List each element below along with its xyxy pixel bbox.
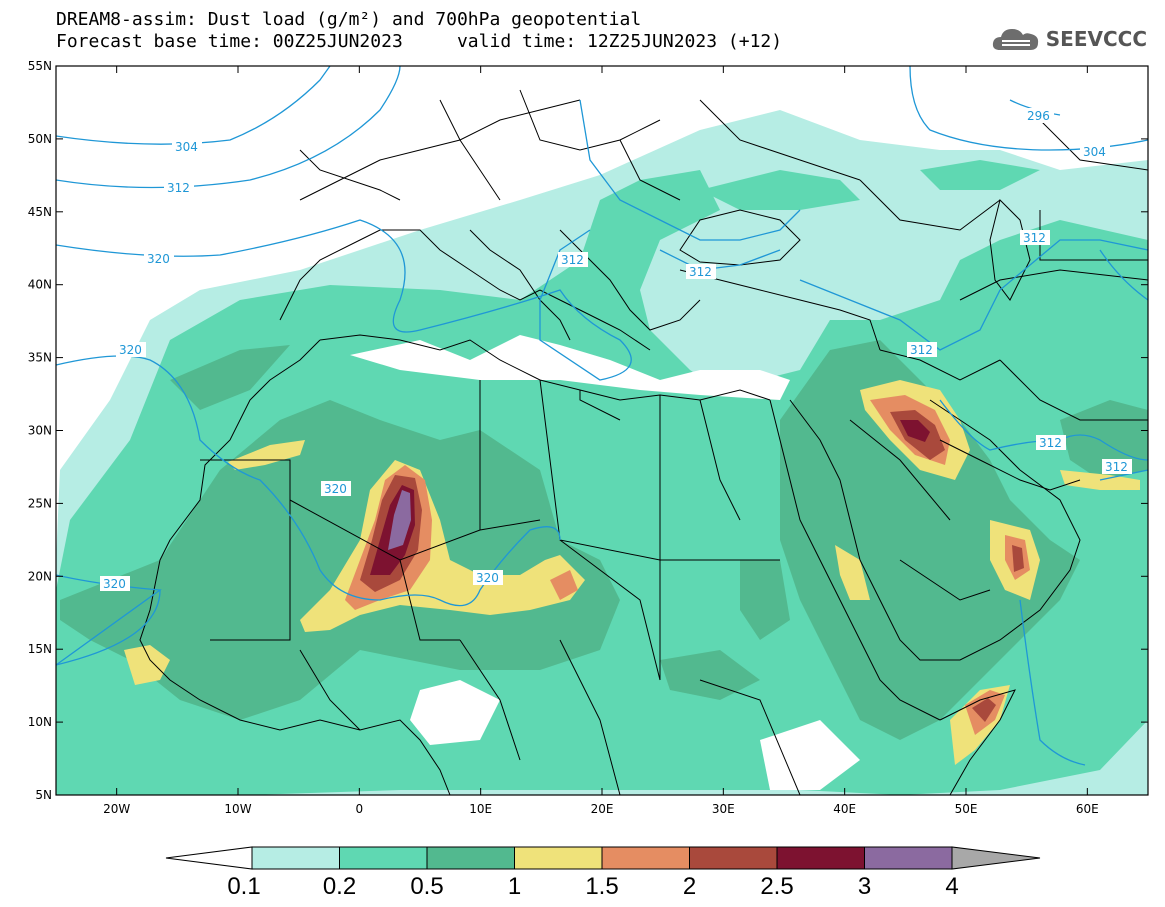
colorbar-label: 1 — [508, 873, 521, 900]
lon-tick-label: 50E — [955, 802, 978, 816]
cloud-icon — [992, 29, 1038, 50]
map-title-line1: DREAM8-assim: Dust load (g/m²) and 700hP… — [56, 9, 642, 30]
contour-label: 312 — [1036, 435, 1066, 450]
lon-tick-label: 30E — [712, 802, 735, 816]
lat-tick-label: 25N — [28, 496, 52, 510]
contour-label: 312 — [558, 252, 588, 267]
contour-label: 312 — [1102, 459, 1132, 474]
lat-tick-label: 30N — [28, 424, 52, 438]
longitude-axis: 20W 10W 0 10E 20E 30E 40E 50E 60E — [103, 66, 1099, 816]
seevccc-logo: SEEVCCC — [990, 24, 1147, 54]
svg-text:304: 304 — [175, 140, 198, 154]
colorbar-swatch — [339, 846, 428, 870]
svg-text:320: 320 — [476, 571, 499, 585]
colorbar-label: 0.2 — [323, 873, 356, 900]
contour-label: 320 — [116, 342, 146, 357]
contour-label: 320 — [100, 576, 130, 591]
colorbar-label: 2 — [683, 873, 696, 900]
lat-tick-label: 55N — [28, 59, 52, 73]
contour-label: 312 — [164, 180, 194, 195]
svg-text:320: 320 — [119, 343, 142, 357]
map-content: 304 312 320 320 320 320 320 312 312 296 … — [56, 66, 1148, 795]
lat-tick-label: 50N — [28, 132, 52, 146]
colorbar-swatch — [864, 846, 953, 870]
contour-label: 320 — [321, 481, 351, 496]
logo-text: SEEVCCC — [1045, 27, 1147, 51]
lon-tick-label: 0 — [356, 802, 364, 816]
svg-text:320: 320 — [103, 577, 126, 591]
svg-text:312: 312 — [1105, 460, 1128, 474]
svg-text:312: 312 — [1039, 436, 1062, 450]
svg-text:312: 312 — [910, 343, 933, 357]
lat-tick-label: 45N — [28, 205, 52, 219]
contour-labels: 304 312 320 320 320 320 320 312 312 296 … — [100, 108, 1132, 591]
lon-tick-label: 60E — [1076, 802, 1099, 816]
colorbar-swatch — [689, 846, 778, 870]
contour-label: 320 — [473, 570, 503, 585]
lon-tick-label: 20E — [591, 802, 614, 816]
map-title-line2: Forecast base time: 00Z25JUN2023 valid t… — [56, 31, 783, 52]
lon-tick-label: 10W — [224, 802, 251, 816]
colorbar-swatch — [251, 846, 340, 870]
colorbar-label: 2.5 — [760, 873, 793, 900]
svg-text:304: 304 — [1083, 145, 1106, 159]
contour-label: 296 — [1024, 108, 1054, 123]
lon-tick-label: 40E — [833, 802, 856, 816]
country-borders — [139, 89, 1148, 795]
colorbar-swatch — [776, 846, 865, 870]
colorbar-over-arrow — [951, 846, 1041, 870]
colorbar: 0.1 0.2 0.5 1 1.5 2 2.5 3 4 — [165, 846, 1041, 900]
contour-label: 304 — [172, 139, 202, 154]
colorbar-label: 1.5 — [585, 873, 618, 900]
lat-tick-label: 5N — [35, 788, 52, 802]
colorbar-label: 4 — [945, 873, 958, 900]
colorbar-swatch — [601, 846, 690, 870]
svg-text:312: 312 — [167, 181, 190, 195]
lat-tick-label: 20N — [28, 569, 52, 583]
lat-tick-label: 35N — [28, 351, 52, 365]
svg-text:320: 320 — [324, 482, 347, 496]
colorbar-label: 3 — [858, 873, 871, 900]
dust-field-3 — [388, 490, 411, 550]
contour-label: 312 — [907, 342, 937, 357]
svg-text:296: 296 — [1027, 109, 1050, 123]
lon-tick-label: 10E — [469, 802, 492, 816]
colorbar-swatch — [514, 846, 603, 870]
contour-label: 304 — [1080, 144, 1110, 159]
colorbar-label: 0.5 — [410, 873, 443, 900]
lat-tick-label: 15N — [28, 642, 52, 656]
lat-tick-label: 10N — [28, 715, 52, 729]
svg-text:320: 320 — [147, 252, 170, 266]
lon-tick-label: 20W — [103, 802, 130, 816]
dust-field-gaps — [350, 335, 860, 790]
latitude-axis: 55N 50N 45N 40N 35N 30N 25N 20N 15N 10N 5N — [28, 59, 1148, 802]
svg-text:312: 312 — [1023, 231, 1046, 245]
contour-label: 312 — [686, 264, 716, 279]
svg-text:312: 312 — [561, 253, 584, 267]
colorbar-under-arrow — [165, 846, 253, 870]
colorbar-label: 0.1 — [227, 873, 260, 900]
contour-label: 312 — [1020, 230, 1050, 245]
lat-tick-label: 40N — [28, 278, 52, 292]
colorbar-swatch — [426, 846, 515, 870]
svg-text:312: 312 — [689, 265, 712, 279]
contour-label: 320 — [144, 251, 174, 266]
